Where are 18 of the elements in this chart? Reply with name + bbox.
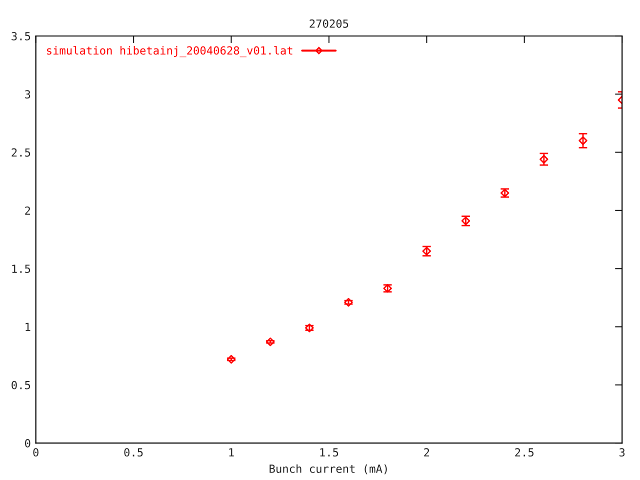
y-tick-label: 1	[26, 322, 30, 331]
x-tick-label: 0	[33, 448, 38, 457]
y-tick-label: 0	[25, 439, 30, 448]
y-tick-label: 3.5	[12, 32, 30, 40]
y-tick-label: 2.5	[12, 148, 30, 157]
x-tick-label: 1.5	[320, 448, 338, 457]
x-tick-label: 2	[424, 448, 430, 456]
y-tick-label: 0.5	[12, 380, 30, 390]
y-tick-label: 2	[25, 206, 30, 215]
x-tick-label: 1	[229, 448, 234, 456]
chart-title: 270205	[310, 19, 348, 28]
x-tick-label: 2.5	[515, 448, 534, 457]
y-tick-label: 3	[25, 90, 30, 99]
x-tick-label: 3	[619, 448, 625, 457]
x-tick-label: 0.5	[124, 448, 143, 457]
legend-label: simulation hibetainj_20040628_v01.lat	[46, 46, 292, 58]
y-tick-label: 1.5	[12, 264, 30, 274]
x-axis-title: Bunch current (mA)	[270, 464, 387, 474]
